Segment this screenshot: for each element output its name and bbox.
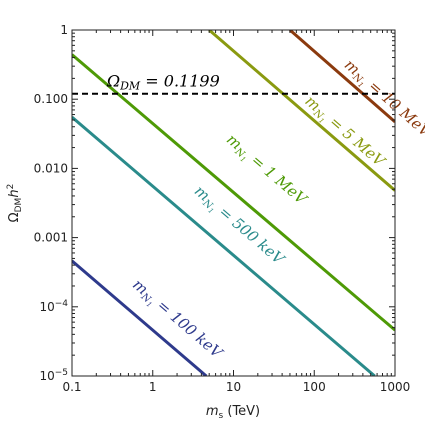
x-tick-label: 1000 xyxy=(380,380,411,394)
y-tick-label: 10−4 xyxy=(39,299,68,314)
series-line-1 xyxy=(72,116,376,376)
y-tick-label: 10−5 xyxy=(39,368,68,383)
y-tick-label: 0.010 xyxy=(34,161,68,175)
reference-layer: ΩDM = 0.1199 xyxy=(72,72,395,95)
series-line-4 xyxy=(288,30,395,124)
x-tick-label: 10 xyxy=(226,380,241,394)
y-tick-label: 0.001 xyxy=(34,231,68,245)
y-tick-label: 1 xyxy=(60,23,68,37)
series-label-2: mN1 = 1 MeV xyxy=(221,130,312,212)
series-line-2 xyxy=(72,53,395,332)
series-layer xyxy=(72,30,395,376)
series-line-3 xyxy=(208,30,395,192)
x-axis-title: ms (TeV) xyxy=(206,404,260,421)
reference-label: ΩDM = 0.1199 xyxy=(106,72,220,93)
x-tick-label: 100 xyxy=(303,380,326,394)
tick-layer: 0.1 1 10 100 1000 10−5 10−4 0.001 0.010 0.100 1 xyxy=(34,23,411,394)
x-tick-label: 1 xyxy=(149,380,157,394)
y-axis-title: ΩDMh2 xyxy=(6,184,24,223)
y-tick-label: 0.100 xyxy=(34,92,68,106)
x-tick-label: 0.1 xyxy=(62,380,81,394)
series-line-0 xyxy=(72,259,208,376)
